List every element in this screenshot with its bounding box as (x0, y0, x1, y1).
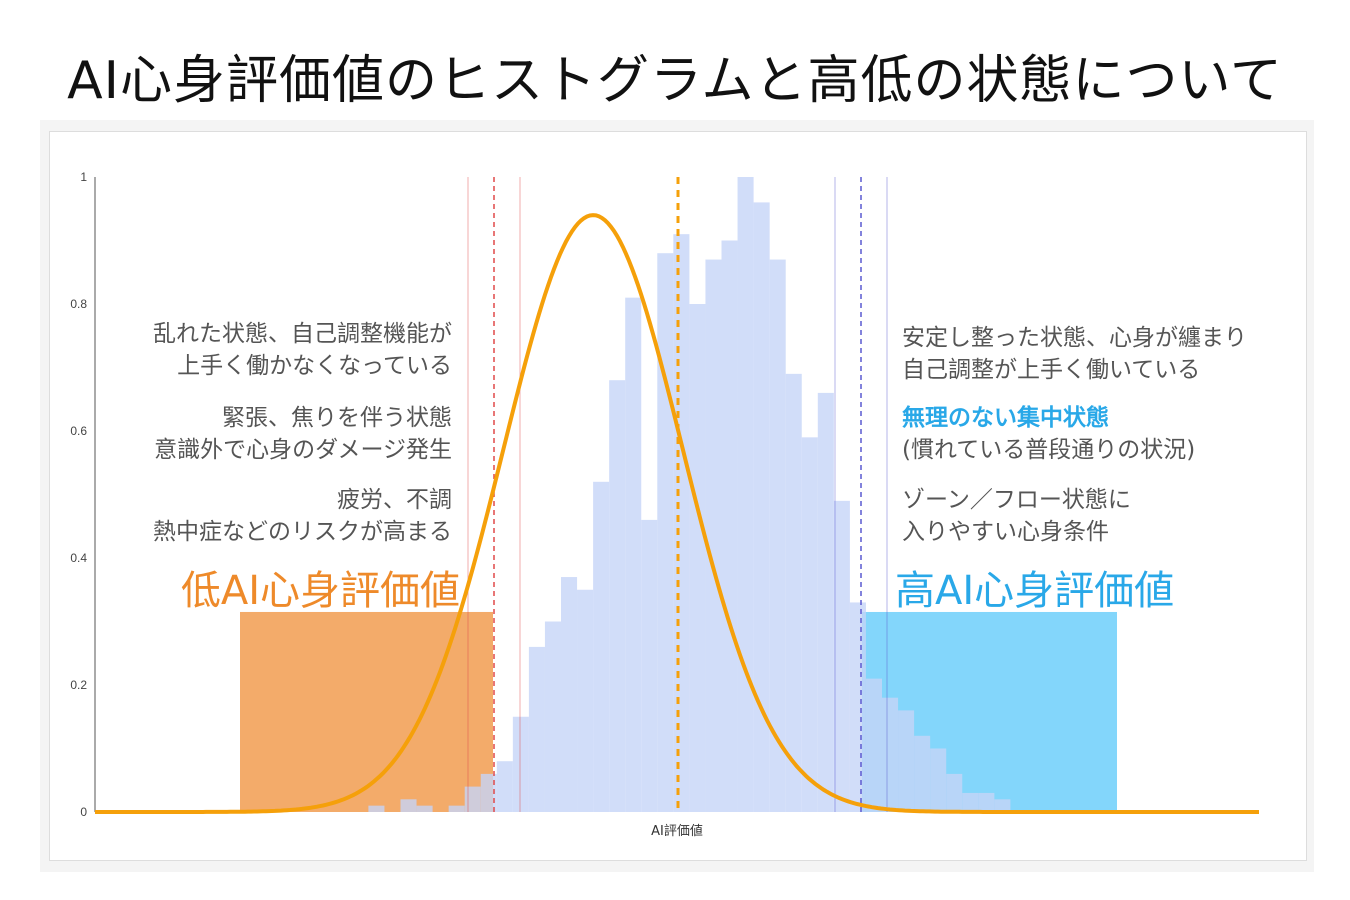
histogram-bar (593, 481, 610, 812)
histogram-bar (705, 259, 722, 812)
left-annotation-3-line1: 疲労、不調 (337, 487, 452, 513)
histogram-bar (978, 792, 995, 812)
right-annotation-2-line2: (慣れている普段通りの状況) (902, 437, 1196, 463)
y-tick-label: 0.2 (70, 678, 87, 692)
histogram-bar (753, 202, 770, 812)
histogram-bar (914, 735, 931, 812)
right-annotation-1-line1: 安定し整った状態、心身が纏まり (902, 325, 1247, 351)
y-tick-label: 1 (80, 170, 87, 184)
histogram-bar (657, 253, 674, 812)
left-annotation-1: 乱れた状態、自己調整機能が 上手く働かなくなっている (153, 318, 452, 382)
histogram-bar (480, 773, 497, 812)
histogram-bar (464, 786, 481, 812)
histogram-bar (849, 602, 866, 812)
low-region (240, 611, 493, 812)
normal-curve (95, 213, 1259, 814)
left-annotation-3-line2: 熱中症などのリスクが高まる (153, 519, 452, 545)
histogram-bar (898, 710, 915, 812)
histogram-bar (416, 805, 433, 812)
y-tick-label: 0.8 (70, 297, 87, 311)
x-axis-label: AI評価値 (651, 823, 703, 839)
left-annotation-2: 緊張、焦りを伴う状態 意識外で心身のダメージ発生 (154, 402, 452, 466)
y-axis: 0 0.2 0.4 0.6 0.8 1 (70, 170, 96, 819)
histogram-bar (673, 234, 690, 812)
left-annotation-2-line1: 緊張、焦りを伴う状態 (222, 405, 452, 431)
histogram-bar (737, 177, 754, 812)
histogram-bar (801, 437, 818, 812)
histogram-bar (769, 259, 786, 812)
right-annotation-2: 無理のない集中状態 (慣れている普段通りの状況) (902, 402, 1195, 466)
histogram-bar (785, 373, 802, 812)
right-annotation-1: 安定し整った状態、心身が纏まり 自己調整が上手く働いている (902, 322, 1247, 386)
histogram-bar (448, 805, 465, 812)
histogram-bar (512, 716, 529, 812)
histogram-bar (994, 799, 1011, 812)
histogram-bar (962, 792, 979, 812)
histogram-bar (882, 697, 899, 812)
histogram-bar (400, 799, 417, 812)
left-annotation-3: 疲労、不調 熱中症などのリスクが高まる (153, 484, 452, 548)
y-tick-label: 0.4 (70, 551, 87, 565)
histogram-bar (641, 519, 658, 812)
histogram-bar (577, 589, 594, 812)
histogram-bar (528, 646, 545, 812)
right-annotation-3: ゾーン／フロー状態に 入りやすい心身条件 (902, 484, 1131, 548)
right-annotation-1-line2: 自己調整が上手く働いている (902, 357, 1201, 383)
histogram-bar (833, 500, 850, 812)
y-tick-label: 0.6 (70, 424, 87, 438)
low-region-label: 低AI心身評価値 (180, 568, 460, 614)
histogram-bar (689, 304, 706, 812)
right-annotation-2-emphasis: 無理のない集中状態 (902, 405, 1109, 431)
histogram-bar (946, 773, 963, 812)
histogram-bar (817, 392, 834, 812)
histogram-bar (544, 621, 561, 812)
histogram-bar (561, 577, 578, 812)
histogram-bar (625, 297, 642, 812)
histogram-bar (865, 678, 882, 812)
histogram-bar (496, 761, 513, 812)
histogram-bar (721, 240, 738, 812)
left-annotation-2-line2: 意識外で心身のダメージ発生 (154, 437, 452, 463)
histogram-bars (368, 177, 1011, 812)
y-tick-label: 0 (80, 805, 87, 819)
left-annotation-1-line2: 上手く働かなくなっている (177, 353, 452, 379)
right-annotation-3-line2: 入りやすい心身条件 (902, 519, 1109, 545)
page-title: AI心身評価値のヒストグラムと高低の状態について (67, 51, 1283, 111)
high-region-label: 高AI心身評価値 (895, 568, 1175, 614)
histogram-bar (930, 748, 947, 812)
left-annotation-1-line1: 乱れた状態、自己調整機能が (153, 321, 452, 347)
histogram-bar (368, 805, 385, 812)
histogram-bar (609, 380, 626, 812)
right-annotation-3-line1: ゾーン／フロー状態に (902, 487, 1131, 513)
